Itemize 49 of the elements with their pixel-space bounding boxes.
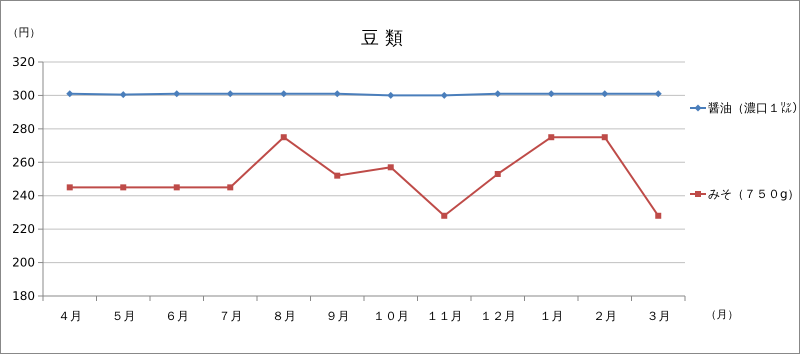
y-tick-label: 300	[12, 88, 35, 102]
x-tick-label: ６月	[164, 309, 189, 323]
point	[280, 134, 287, 140]
x-axis-title: （月）	[706, 308, 738, 321]
point	[388, 164, 394, 170]
point	[227, 184, 234, 190]
x-tick-label: ８月	[272, 309, 296, 323]
x-tick-label: １月	[539, 309, 564, 323]
x-tick-label: ２月	[592, 309, 617, 323]
x-tick-label: ９月	[325, 309, 350, 323]
point	[120, 91, 127, 98]
legend-label: 醤油（濃口１㍑）	[708, 101, 800, 115]
point	[66, 184, 73, 190]
legend-label: みそ（７５０g）	[708, 187, 800, 201]
point	[334, 172, 340, 179]
x-tick-label: １２月	[480, 309, 516, 323]
point	[548, 90, 555, 98]
x-tick-label: ４月	[58, 309, 82, 323]
point	[602, 134, 608, 140]
y-tick-label: 180	[12, 289, 35, 303]
point	[494, 170, 501, 177]
point	[548, 134, 554, 140]
x-tick-label: ３月	[646, 309, 670, 323]
point	[387, 92, 394, 99]
point	[494, 90, 502, 98]
point	[226, 90, 234, 98]
point	[441, 212, 448, 219]
x-tick-label: １０月	[372, 309, 409, 323]
point	[655, 212, 662, 219]
y-tick-label: 260	[12, 155, 35, 170]
chart-title: 豆 類	[361, 28, 403, 49]
x-tick-label: ７月	[218, 309, 242, 323]
point	[173, 90, 180, 98]
point	[174, 184, 180, 190]
point	[654, 90, 662, 98]
point	[334, 90, 341, 98]
point	[601, 90, 608, 98]
y-tick-label: 200	[12, 256, 35, 270]
y-tick-label: 240	[12, 188, 35, 203]
point	[440, 92, 448, 99]
point	[66, 90, 74, 98]
point	[120, 184, 126, 190]
x-tick-label: ５月	[111, 309, 136, 323]
y-axis-title: （円）	[8, 26, 40, 39]
y-tick-label: 220	[12, 222, 35, 236]
y-tick-label: 280	[12, 122, 35, 136]
x-tick-label: １１月	[426, 309, 462, 323]
point	[280, 90, 288, 98]
y-tick-label: 320	[12, 55, 35, 69]
